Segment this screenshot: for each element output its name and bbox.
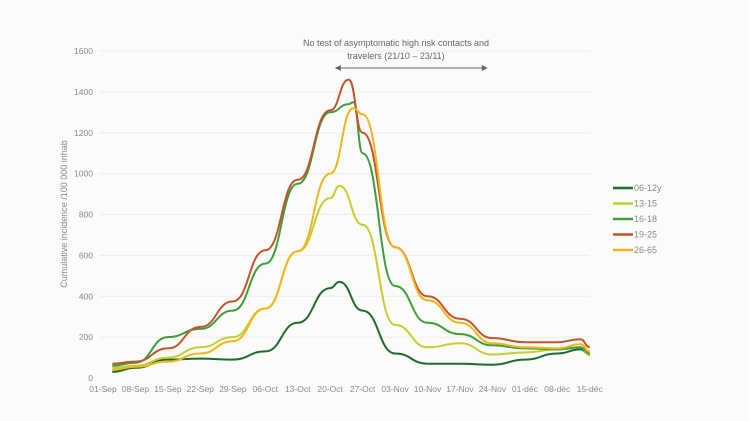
y-tick-label: 0 xyxy=(88,373,93,383)
annotation-line-2: travelers (21/10 – 23/11) xyxy=(347,51,444,61)
x-tick-label: 13-Oct xyxy=(285,384,311,394)
series-line-19-25 xyxy=(112,78,591,365)
x-tick-label: 10-Nov xyxy=(414,384,442,394)
legend-label: 16-18 xyxy=(634,214,657,224)
x-tick-label: 22-Sep xyxy=(187,384,215,394)
x-tick-label: 27-Oct xyxy=(350,384,376,394)
series-line-13-15 xyxy=(112,184,591,369)
arrow-head-right xyxy=(481,65,488,71)
y-tick-label: 1400 xyxy=(74,87,93,97)
legend: 06-12y 13-15 16-18 19-25 26-65 xyxy=(613,183,662,255)
x-tick-label: 06-Oct xyxy=(252,384,278,394)
series-line-06-12y xyxy=(112,280,590,373)
y-tick-label: 200 xyxy=(79,332,93,342)
gridlines xyxy=(100,50,590,338)
y-tick-label: 1000 xyxy=(74,169,93,179)
y-tick-label: 1200 xyxy=(74,128,93,138)
annotation: No test of asymptomatic high risk contac… xyxy=(303,38,489,71)
legend-label: 26-65 xyxy=(634,245,657,255)
x-tick-label: 20-Oct xyxy=(317,384,343,394)
x-tick-label: 15-Sep xyxy=(154,384,182,394)
arrow-head-left xyxy=(334,65,341,71)
legend-label: 13-15 xyxy=(634,199,657,209)
x-tick-label: 08-Sep xyxy=(122,384,150,394)
x-tick-label: 08-déc xyxy=(544,384,571,394)
y-tick-label: 800 xyxy=(79,210,93,220)
y-tick-label: 400 xyxy=(79,291,93,301)
legend-label: 06-12y xyxy=(634,183,662,193)
y-tick-labels: 0 200 400 600 800 1000 1200 1400 1600 xyxy=(74,46,93,383)
x-tick-label: 01-déc xyxy=(512,384,539,394)
y-tick-label: 600 xyxy=(79,250,93,260)
annotation-line-1: No test of asymptomatic high risk contac… xyxy=(303,38,489,48)
x-tick-label: 01-Sep xyxy=(89,384,117,394)
series-line-26-65 xyxy=(112,107,590,371)
legend-label: 19-25 xyxy=(634,230,657,240)
x-tick-label: 24-Nov xyxy=(479,384,507,394)
x-tick-label: 03-Nov xyxy=(381,384,409,394)
x-tick-labels: 01-Sep 08-Sep 15-Sep 22-Sep 29-Sep 06-Oct 13-O… xyxy=(89,384,603,394)
series-line-16-18 xyxy=(112,101,590,367)
x-tick-label: 15-déc xyxy=(577,384,604,394)
y-tick-label: 1600 xyxy=(74,46,93,56)
x-tick-label: 29-Sep xyxy=(219,384,247,394)
x-tick-label: 17-Nov xyxy=(446,384,474,394)
y-axis-label: Cumulative incidence /100 000 inhab xyxy=(59,140,69,288)
series-lines xyxy=(112,78,591,373)
